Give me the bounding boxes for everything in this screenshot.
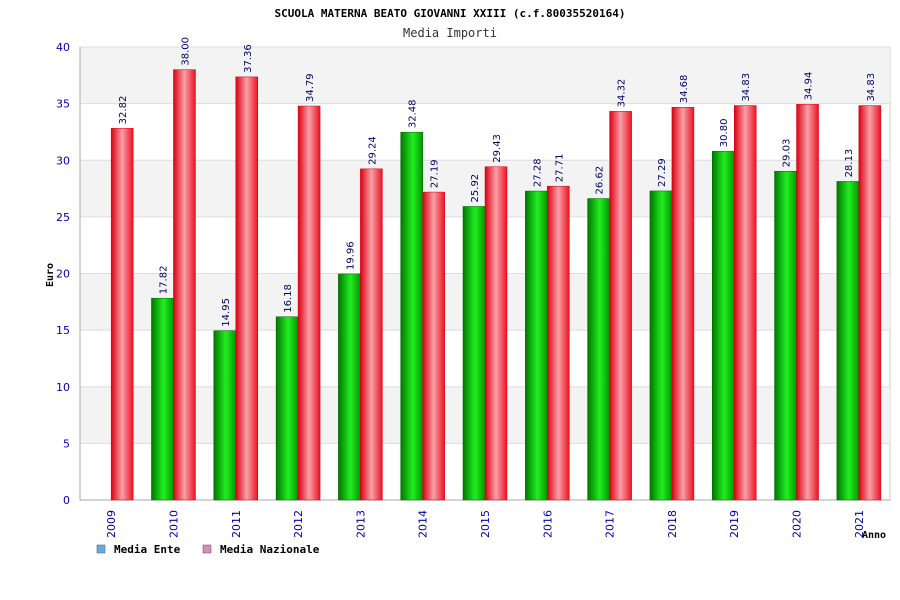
y-tick-label: 15 bbox=[56, 324, 70, 337]
legend-label-media-nazionale: Media Nazionale bbox=[220, 543, 320, 556]
y-tick-label: 30 bbox=[56, 154, 70, 167]
value-label-media-ente-2011: 14.95 bbox=[221, 298, 232, 327]
value-labels: 32.82 17.82 38.00 14.95 37.36 16.18 34.79 19.96… bbox=[118, 37, 877, 327]
bar-media-nazionale-2015 bbox=[484, 166, 508, 501]
x-tick-label-2020: 2020 bbox=[791, 510, 804, 538]
y-tick-label: 40 bbox=[56, 41, 70, 54]
value-label-media-ente-2021: 28.13 bbox=[844, 149, 855, 178]
y-axis-ticks: 0 5 10 15 20 25 30 35 40 bbox=[56, 41, 70, 507]
bar-media-ente-2013 bbox=[338, 273, 361, 501]
bar-media-nazionale-2020 bbox=[796, 104, 819, 501]
value-label-media-nazionale-2010: 38.00 bbox=[180, 37, 191, 66]
value-label-media-ente-2015: 25.92 bbox=[470, 174, 481, 203]
value-label-media-nazionale-2011: 37.36 bbox=[243, 44, 254, 73]
grid-band bbox=[80, 47, 890, 104]
x-tick-label-2015: 2015 bbox=[479, 510, 492, 538]
x-tick-label-2010: 2010 bbox=[167, 510, 180, 538]
value-label-media-nazionale-2019: 34.83 bbox=[741, 73, 752, 102]
bar-media-ente-2019 bbox=[711, 150, 735, 501]
value-label-media-nazionale-2009: 32.82 bbox=[118, 96, 129, 125]
y-tick-label: 25 bbox=[56, 211, 70, 224]
bar-media-nazionale-2011 bbox=[235, 76, 259, 501]
value-label-media-ente-2013: 19.96 bbox=[345, 241, 356, 270]
bar-media-ente-2010 bbox=[151, 297, 174, 501]
y-tick-label: 5 bbox=[63, 437, 70, 450]
bar-media-ente-2017 bbox=[587, 198, 610, 501]
value-label-media-ente-2016: 27.28 bbox=[532, 158, 543, 187]
x-axis-label: Anno bbox=[862, 530, 886, 541]
value-label-media-ente-2010: 17.82 bbox=[158, 266, 169, 295]
x-tick-label-2009: 2009 bbox=[105, 510, 118, 538]
bar-media-nazionale-2013 bbox=[360, 168, 383, 501]
bar-media-nazionale-2021 bbox=[858, 105, 882, 501]
y-tick-label: 10 bbox=[56, 381, 70, 394]
y-tick-label: 0 bbox=[63, 494, 70, 507]
bar-media-ente-2016 bbox=[525, 190, 548, 501]
bar-media-nazionale-2014 bbox=[422, 191, 445, 501]
value-label-media-ente-2014: 32.48 bbox=[408, 100, 419, 129]
y-tick-label: 35 bbox=[56, 98, 70, 111]
bar-media-ente-2011 bbox=[213, 330, 237, 501]
bar-media-ente-2012 bbox=[275, 316, 299, 501]
x-tick-label-2011: 2011 bbox=[230, 510, 243, 538]
bar-media-nazionale-2019 bbox=[733, 105, 757, 501]
value-label-media-ente-2012: 16.18 bbox=[283, 284, 294, 313]
bars bbox=[110, 69, 882, 501]
chart-subtitle: Media Importi bbox=[403, 26, 497, 40]
bar-media-nazionale-2016 bbox=[547, 185, 570, 501]
y-axis-label: Euro bbox=[45, 263, 56, 287]
x-tick-label-2012: 2012 bbox=[292, 510, 305, 538]
bar-media-nazionale-2017 bbox=[609, 111, 632, 501]
x-tick-label-2014: 2014 bbox=[417, 510, 430, 538]
legend-swatch-media-nazionale bbox=[202, 544, 212, 554]
value-label-media-ente-2018: 27.29 bbox=[657, 158, 668, 187]
x-tick-label-2018: 2018 bbox=[666, 510, 679, 538]
x-tick-label-2017: 2017 bbox=[604, 510, 617, 538]
bar-media-nazionale-2018 bbox=[671, 106, 695, 501]
value-label-media-ente-2019: 30.80 bbox=[719, 119, 730, 148]
legend-swatch-media-ente bbox=[96, 544, 106, 554]
bar-media-ente-2021 bbox=[836, 181, 860, 501]
legend: Media Ente Media Nazionale bbox=[96, 543, 320, 556]
chart-title: SCUOLA MATERNA BEATO GIOVANNI XXIII (c.f… bbox=[275, 7, 626, 20]
value-label-media-nazionale-2016: 27.71 bbox=[554, 154, 565, 183]
value-label-media-nazionale-2020: 34.94 bbox=[804, 72, 815, 101]
value-label-media-nazionale-2014: 27.19 bbox=[430, 159, 441, 188]
value-label-media-ente-2020: 29.03 bbox=[782, 139, 793, 168]
value-label-media-nazionale-2012: 34.79 bbox=[305, 73, 316, 102]
bar-media-nazionale-2012 bbox=[297, 105, 321, 501]
value-label-media-nazionale-2017: 34.32 bbox=[617, 79, 628, 108]
bar-media-ente-2014 bbox=[400, 131, 423, 501]
bar-media-ente-2020 bbox=[774, 170, 797, 501]
x-axis-ticks: 2009 2010 2011 2012 2013 2014 2015 2016 2017 2018… bbox=[105, 510, 866, 538]
value-label-media-nazionale-2015: 29.43 bbox=[492, 134, 503, 163]
bar-media-ente-2015 bbox=[462, 206, 486, 501]
value-label-media-nazionale-2021: 34.83 bbox=[866, 73, 877, 102]
value-label-media-nazionale-2013: 29.24 bbox=[367, 136, 378, 165]
bar-media-nazionale-2010 bbox=[173, 69, 196, 501]
value-label-media-nazionale-2018: 34.68 bbox=[679, 75, 690, 104]
legend-label-media-ente: Media Ente bbox=[114, 543, 181, 556]
y-tick-label: 20 bbox=[56, 268, 70, 281]
bar-media-nazionale-2009 bbox=[110, 128, 134, 501]
x-tick-label-2021: 2021 bbox=[853, 510, 866, 538]
x-tick-label-2013: 2013 bbox=[354, 510, 367, 538]
value-label-media-ente-2017: 26.62 bbox=[595, 166, 606, 195]
x-tick-label-2016: 2016 bbox=[541, 510, 554, 538]
bar-media-ente-2018 bbox=[649, 190, 673, 501]
x-tick-label-2019: 2019 bbox=[728, 510, 741, 538]
